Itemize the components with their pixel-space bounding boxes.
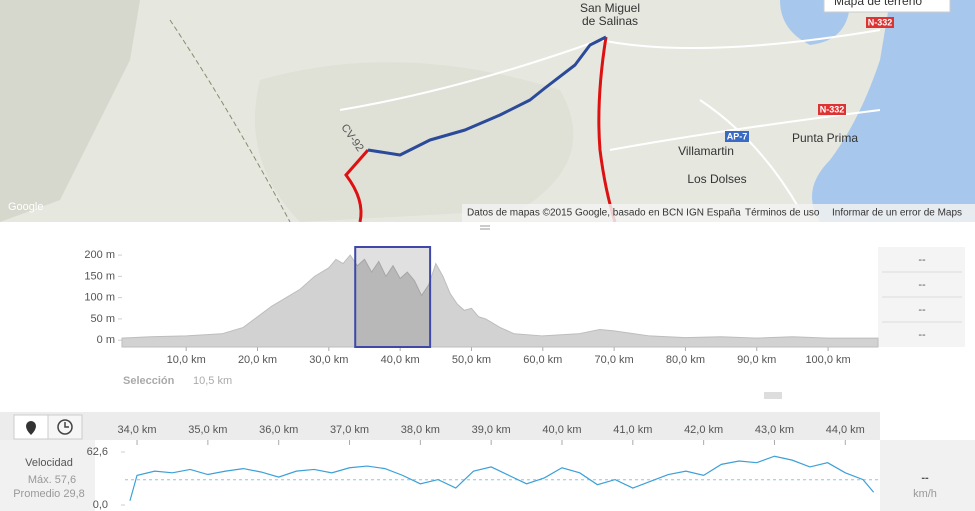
x-tick-label: 90,0 km	[737, 354, 776, 366]
x-tick-label: 100,0 km	[805, 354, 850, 366]
map-attribution: Datos de mapas ©2015 Google, basado en B…	[467, 208, 741, 219]
marker-icon[interactable]	[26, 421, 36, 435]
time-icon[interactable]	[57, 419, 73, 435]
y-tick-label: 100 m	[84, 292, 115, 304]
x-tick-label: 50,0 km	[452, 354, 491, 366]
speed-readout-panel	[880, 440, 975, 511]
scroll-handle[interactable]	[764, 392, 782, 399]
speed-average: Promedio 29,8	[13, 488, 85, 500]
speed-title: Velocidad	[25, 457, 73, 469]
readout: --	[918, 329, 926, 341]
y-tick-label: 200 m	[84, 249, 115, 261]
x-tick-label: 30,0 km	[309, 354, 348, 366]
speed-readout: --	[921, 472, 929, 484]
readout: --	[918, 279, 926, 291]
x-tick-label: 34,0 km	[117, 424, 156, 436]
x-tick-label: 43,0 km	[755, 424, 794, 436]
map-label: Punta Prima	[792, 131, 858, 145]
x-tick-label: 36,0 km	[259, 424, 298, 436]
speed-unit: km/h	[913, 488, 937, 500]
report-link[interactable]: Informar de un error de Maps	[832, 208, 962, 219]
speed-header	[0, 412, 880, 440]
map-label: Villamartin	[678, 144, 734, 158]
x-tick-label: 60,0 km	[523, 354, 562, 366]
map-label: de Salinas	[582, 14, 638, 28]
map-label: Los Dolses	[687, 172, 746, 186]
x-tick-label: 37,0 km	[330, 424, 369, 436]
x-tick-label: 35,0 km	[188, 424, 227, 436]
x-tick-label: 40,0 km	[542, 424, 581, 436]
x-tick-label: 70,0 km	[595, 354, 634, 366]
map-logo: Google	[8, 201, 43, 213]
x-tick-label: 42,0 km	[684, 424, 723, 436]
selection-label: Selección	[123, 375, 175, 387]
road-shield: AP-7	[727, 131, 748, 141]
y-tick-label: 150 m	[84, 270, 115, 282]
speed-info	[0, 440, 95, 511]
y-tick-label: 0 m	[97, 334, 115, 346]
x-tick-label: 80,0 km	[666, 354, 705, 366]
x-tick-label: 10,0 km	[167, 354, 206, 366]
x-tick-label: 39,0 km	[472, 424, 511, 436]
readout: --	[918, 254, 926, 266]
terms-link[interactable]: Términos de uso	[745, 208, 820, 219]
map-label: San Miguel	[580, 1, 640, 15]
readout: --	[918, 304, 926, 316]
x-tick-label: 41,0 km	[613, 424, 652, 436]
speed-line	[129, 455, 875, 501]
x-tick-label: 40,0 km	[381, 354, 420, 366]
road-shield: N-332	[868, 17, 893, 27]
road-shield: N-332	[820, 104, 845, 114]
x-tick-label: 44,0 km	[826, 424, 865, 436]
y-tick-label: 0,0	[93, 499, 108, 511]
y-tick-label: 62,6	[87, 446, 108, 458]
elevation-area	[121, 254, 879, 348]
x-tick-label: 38,0 km	[401, 424, 440, 436]
y-tick-label: 50 m	[91, 313, 115, 325]
speed-max: Máx. 57,6	[28, 474, 76, 486]
map-type[interactable]: Mapa de terreno	[834, 0, 922, 8]
selection-value: 10,5 km	[193, 375, 232, 387]
x-tick-label: 20,0 km	[238, 354, 277, 366]
time-icon[interactable]	[64, 422, 69, 428]
selection-box[interactable]	[354, 246, 432, 348]
map[interactable]: Mapa de terreno San Miguel de Salinas N-…	[0, 0, 975, 223]
